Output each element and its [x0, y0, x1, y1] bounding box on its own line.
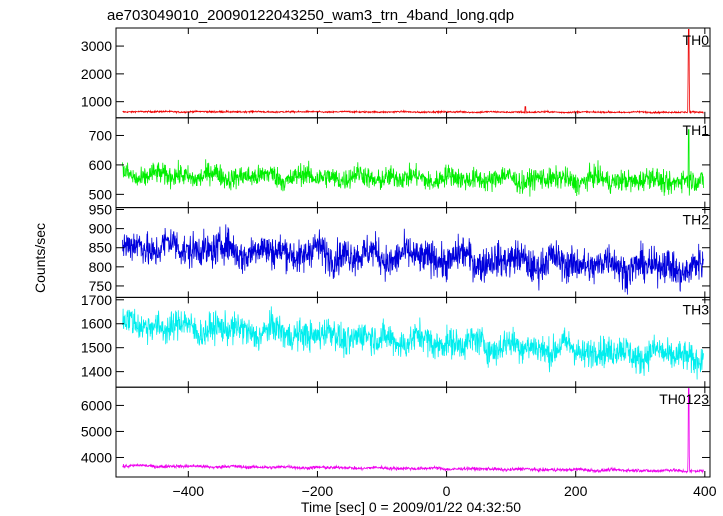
series-line-th3	[122, 306, 704, 380]
panel-th3: 1400 1500 1600 1700 TH3	[81, 292, 711, 388]
y-tick-label: 1500	[81, 340, 112, 356]
series-line-th2	[122, 224, 704, 295]
y-tick-label: 1400	[81, 364, 112, 380]
panel-label-th0123: TH0123	[659, 391, 709, 407]
panel-th0: 1000 2000 3000 TH0	[81, 27, 711, 119]
y-tick-label: 1600	[81, 316, 112, 332]
y-tick-label: 2000	[81, 66, 112, 82]
x-axis-title: Time [sec] 0 = 2009/01/22 04:32:50	[301, 499, 521, 515]
y-tick-label: 900	[89, 221, 113, 237]
x-tick-label: 0	[443, 483, 451, 499]
panel-label-th0: TH0	[683, 32, 710, 48]
panel-frame	[115, 386, 711, 478]
y-tick-label: 1000	[81, 94, 112, 110]
panel-frame	[115, 117, 711, 209]
y-axis-title: Counts/sec	[32, 223, 48, 293]
x-tick-label: −200	[302, 483, 334, 499]
y-tick-label: 800	[89, 259, 113, 275]
panel-th0123: 4000 5000 6000 TH0123	[81, 386, 711, 478]
y-tick-label: 700	[89, 127, 113, 143]
y-tick-label: 750	[89, 278, 113, 294]
series-line-th0	[122, 28, 704, 115]
panel-th2: 750 800 850 900 950 TH2	[89, 202, 711, 298]
series-line-th0123	[122, 388, 704, 474]
y-tick-label: 1700	[81, 292, 112, 308]
y-tick-label: 5000	[81, 423, 112, 439]
y-tick-label: 6000	[81, 397, 112, 413]
x-tick-label: 200	[564, 483, 588, 499]
x-axis-tick-labels: −400 −200 0 200 400	[173, 483, 717, 499]
y-tick-label: 500	[89, 186, 113, 202]
panel-th1: 500 600 700 TH1	[89, 117, 711, 209]
panel-label-th1: TH1	[683, 122, 710, 138]
x-tick-label: 400	[693, 483, 717, 499]
panel-label-th2: TH2	[683, 212, 710, 228]
chart-title: ae703049010_20090122043250_wam3_trn_4ban…	[107, 7, 514, 24]
y-tick-label: 3000	[81, 38, 112, 54]
x-tick-label: −400	[173, 483, 205, 499]
y-tick-label: 600	[89, 157, 113, 173]
panel-frame	[115, 27, 711, 119]
y-tick-label: 950	[89, 202, 113, 218]
stacked-panels: 1000 2000 3000 TH0 500 600 700 TH1 750 800 850 900 9…	[81, 27, 711, 478]
y-tick-label: 4000	[81, 449, 112, 465]
y-tick-label: 850	[89, 240, 113, 256]
series-line-th1	[122, 129, 704, 197]
panel-label-th3: TH3	[683, 301, 710, 317]
